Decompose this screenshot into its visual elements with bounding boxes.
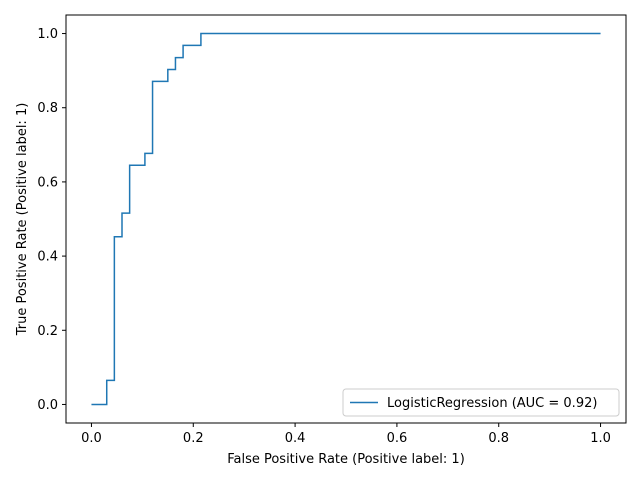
y-axis-ticks: 0.0 0.2 0.4 0.6 0.8 1.0	[37, 27, 66, 413]
x-tick-label: 0.2	[183, 431, 204, 446]
axes-frame	[65, 14, 627, 424]
x-tick-label: 0.8	[488, 431, 509, 446]
y-tick-label: 0.8	[37, 101, 58, 116]
x-tick-label: 0.0	[81, 431, 102, 446]
y-tick-label: 0.0	[37, 398, 58, 413]
x-axis-label: False Positive Rate (Positive label: 1)	[227, 452, 465, 467]
legend: LogisticRegression (AUC = 0.92)	[342, 388, 620, 417]
x-axis-ticks: 0.0 0.2 0.4 0.6 0.8 1.0	[81, 423, 611, 446]
y-tick-label: 0.6	[37, 175, 58, 190]
roc-curve-line	[91, 32, 601, 406]
y-tick-label: 0.4	[37, 250, 58, 265]
legend-label: LogisticRegression (AUC = 0.92)	[387, 396, 597, 411]
y-axis-label: True Positive Rate (Positive label: 1)	[15, 103, 30, 337]
x-tick-label: 1.0	[590, 431, 611, 446]
series-layer	[91, 32, 601, 406]
x-tick-label: 0.4	[285, 431, 306, 446]
x-tick-label: 0.6	[387, 431, 408, 446]
y-tick-label: 1.0	[37, 27, 58, 42]
legend-box	[342, 388, 620, 417]
y-tick-label: 0.2	[37, 324, 58, 339]
